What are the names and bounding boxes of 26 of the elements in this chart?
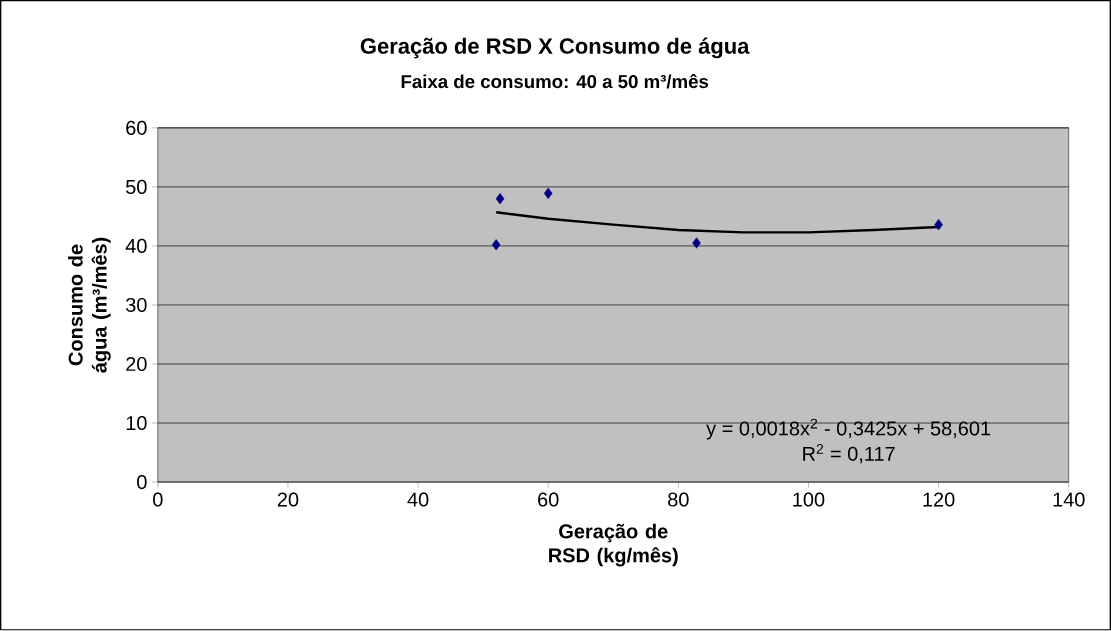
x-tick-label: 40 bbox=[407, 492, 429, 507]
point bbox=[495, 193, 505, 205]
x-axis-title: Geração de RSD (kg/mês) bbox=[549, 523, 678, 567]
x-tick-label: 140 bbox=[1053, 492, 1085, 507]
point bbox=[692, 237, 701, 249]
y-tick-label: 30 bbox=[125, 298, 147, 313]
chart-subtitle: Faixa de consumo: 40 a 50 m³/mês bbox=[401, 74, 709, 89]
y-axis-title: Consumo de água (m³/mês) bbox=[68, 237, 111, 373]
x-tick-label: 120 bbox=[923, 492, 955, 507]
point bbox=[934, 219, 943, 231]
y-tick-label: 60 bbox=[126, 120, 147, 136]
x-tick-label: 20 bbox=[277, 492, 299, 507]
y-tick-label: 50 bbox=[126, 180, 147, 195]
y-tick-label: 0 bbox=[137, 475, 147, 490]
chart-title: Geração de RSD X Consumo de água bbox=[360, 37, 750, 59]
point bbox=[543, 188, 553, 200]
annotation: y = 0,0018x$^{2}$ - 0,3425x + 58,601 bbox=[706, 418, 991, 440]
annotation: R$^{2}$ = 0,117 bbox=[803, 444, 895, 464]
y-tick-label: 10 bbox=[126, 416, 147, 431]
y-tick-label: 40 bbox=[125, 239, 147, 254]
x-tick-label: 100 bbox=[793, 492, 825, 507]
y-tick-label: 20 bbox=[126, 357, 147, 372]
x-tick-label: 0 bbox=[153, 492, 163, 507]
point bbox=[491, 239, 501, 251]
x-tick-label: 80 bbox=[668, 492, 689, 507]
x-tick-label: 60 bbox=[538, 492, 559, 507]
